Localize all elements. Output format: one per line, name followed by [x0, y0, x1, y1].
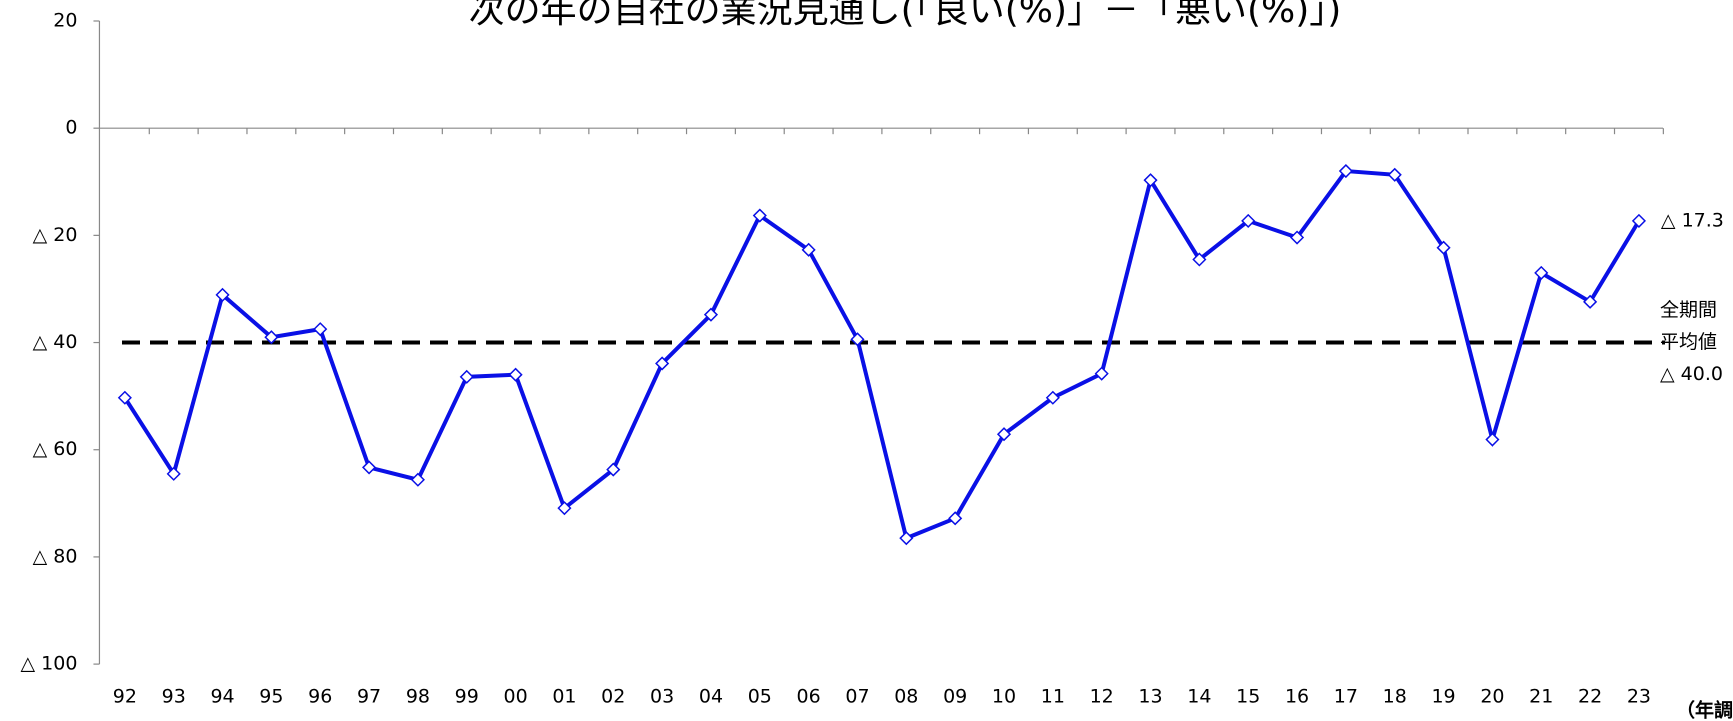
series-line [123, 168, 1641, 541]
data-point [801, 242, 816, 257]
reference-label: 全期間 [1660, 299, 1717, 321]
y-tick-label: 0 [65, 117, 77, 139]
x-tick-label: 21 [1529, 686, 1553, 708]
y-tick-label: △ 60 [33, 438, 78, 460]
x-tick-label: 12 [1090, 686, 1114, 708]
x-tick-label: 23 [1627, 686, 1651, 708]
data-point [899, 531, 914, 546]
data-point [264, 330, 279, 345]
data-point [850, 332, 865, 347]
data-point [508, 367, 523, 382]
data-label: △ 17.3 [1661, 209, 1724, 231]
data-point [362, 460, 377, 475]
x-tick-label: 95 [259, 686, 283, 708]
data-point [655, 356, 670, 371]
data-point [996, 427, 1012, 442]
data-point [1631, 213, 1647, 228]
x-tick-label: 08 [894, 686, 918, 708]
data-point [1387, 167, 1402, 182]
data-point [1045, 390, 1060, 405]
x-tick-label: 20 [1480, 686, 1504, 708]
x-tick-label: 99 [455, 686, 479, 708]
x-tick-label: 13 [1138, 686, 1162, 708]
x-tick-label: 09 [943, 686, 967, 708]
data-point [1436, 240, 1451, 255]
data-point [166, 466, 181, 481]
x-tick-label: 17 [1334, 686, 1358, 708]
data-point [1143, 173, 1158, 188]
reference-label: 平均値 [1660, 331, 1717, 353]
reference-label: △ 40.0 [1660, 363, 1723, 385]
y-tick-label: 20 [53, 9, 77, 31]
data-point [606, 462, 621, 477]
y-tick-label: △ 80 [33, 545, 78, 567]
x-tick-label: 02 [601, 686, 625, 708]
x-tick-label: 96 [308, 686, 332, 708]
x-tick-label: 14 [1187, 686, 1211, 708]
data-point [117, 390, 132, 405]
y-tick-label: △ 100 [21, 653, 78, 675]
y-tick-label: △ 20 [33, 224, 78, 246]
data-point [459, 369, 474, 384]
x-axis-label: （年調 [1676, 699, 1733, 721]
data-point [1094, 366, 1109, 381]
y-tick-label: △ 40 [33, 331, 78, 353]
x-tick-label: 97 [357, 686, 381, 708]
data-point [1534, 265, 1549, 280]
data-point [703, 307, 719, 322]
data-point [948, 511, 963, 526]
x-tick-label: 06 [797, 686, 821, 708]
x-tick-label: 92 [113, 686, 137, 708]
x-tick-label: 01 [552, 686, 576, 708]
x-tick-label: 00 [503, 686, 527, 708]
x-tick-label: 19 [1431, 686, 1455, 708]
data-point [1192, 252, 1207, 267]
data-point [1289, 230, 1305, 245]
x-tick-label: 18 [1383, 686, 1407, 708]
data-point [1583, 294, 1598, 309]
data-point [1338, 163, 1353, 179]
x-tick-label: 04 [699, 686, 723, 708]
data-point [410, 472, 425, 487]
data-point [752, 208, 767, 223]
data-point [557, 501, 572, 516]
chart-title: 次の年の自社の業況見通し(「良い(%)」－「悪い(%)」) [469, 0, 1342, 31]
x-tick-label: 94 [210, 686, 234, 708]
x-tick-label: 03 [650, 686, 674, 708]
x-tick-label: 07 [845, 686, 869, 708]
data-point [215, 287, 230, 302]
x-tick-label: 15 [1236, 686, 1260, 708]
x-tick-label: 93 [162, 686, 186, 708]
x-tick-label: 10 [992, 686, 1016, 708]
x-tick-label: 11 [1041, 686, 1065, 708]
x-tick-label: 22 [1578, 686, 1602, 708]
data-point [1241, 213, 1256, 228]
data-point [313, 322, 328, 337]
x-tick-label: 98 [406, 686, 430, 708]
x-tick-label: 05 [748, 686, 772, 708]
x-tick-label: 16 [1285, 686, 1309, 708]
data-point [1485, 432, 1500, 447]
